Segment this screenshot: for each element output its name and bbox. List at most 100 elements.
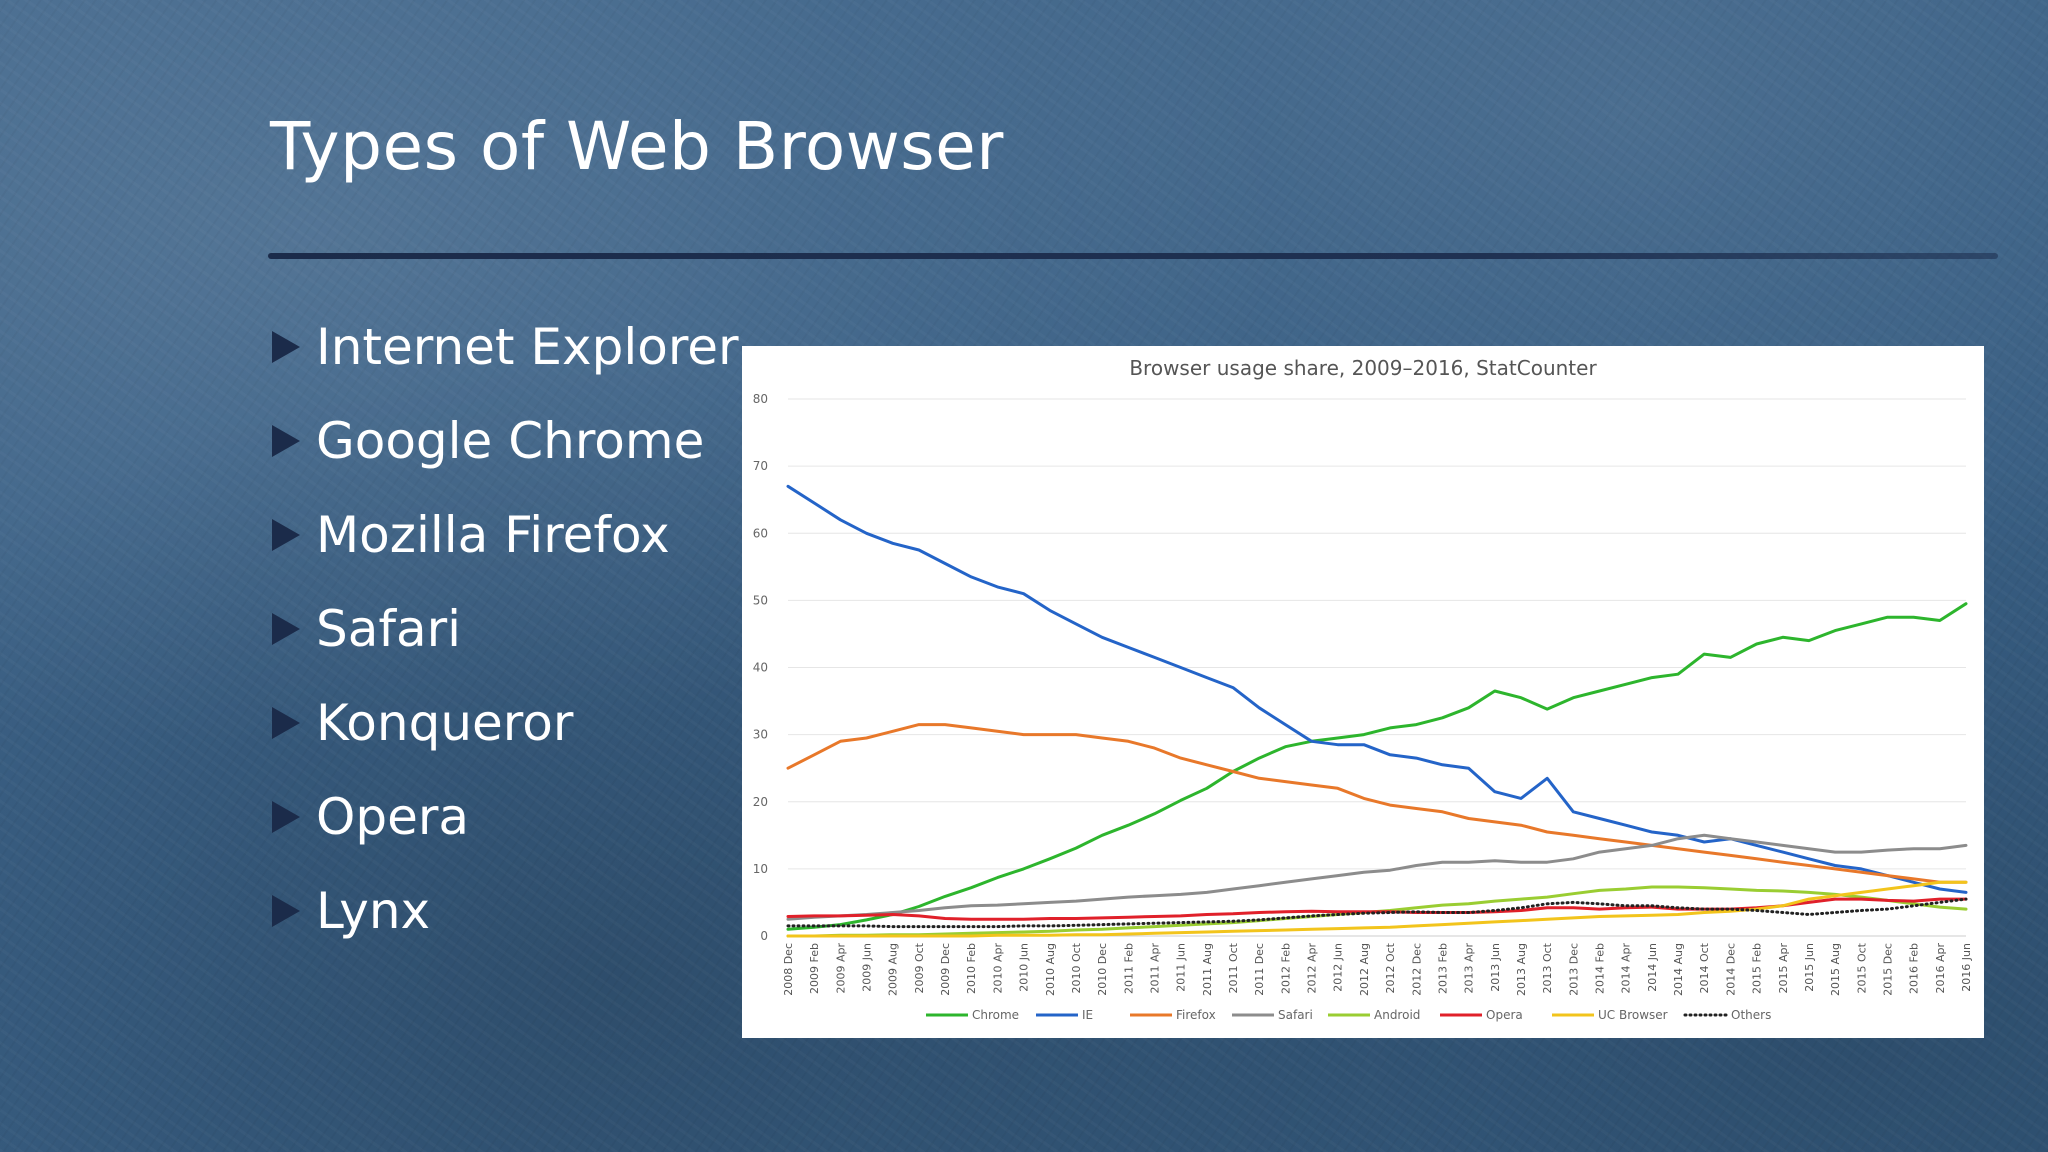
bullet-text: Konqueror [316,694,574,752]
x-tick-label: 2015 Apr [1777,943,1790,994]
x-tick-label: 2011 Aug [1201,943,1214,996]
x-tick-label: 2014 Dec [1724,943,1737,996]
triangle-bullet-icon [272,613,300,645]
x-tick-label: 2009 Dec [939,943,952,996]
x-tick-label: 2010 Dec [1096,943,1109,996]
legend-label: Firefox [1176,1008,1216,1022]
browser-share-chart: Browser usage share, 2009–2016, StatCoun… [742,346,1984,1038]
x-tick-label: 2013 Feb [1436,943,1449,994]
bullet-text: Opera [316,788,470,846]
x-tick-label: 2009 Feb [808,943,821,994]
x-tick-label: 2009 Aug [887,943,900,996]
chart-title: Browser usage share, 2009–2016, StatCoun… [1129,356,1597,380]
series-line-uc-browser [786,880,1968,938]
series-lines [786,484,1968,938]
y-tick-label: 0 [760,929,768,943]
bullet-item: Google Chrome [272,394,739,488]
legend-label: Android [1374,1008,1420,1022]
gridlines [788,398,1966,937]
x-tick-label: 2016 Apr [1934,943,1947,994]
x-tick-label: 2012 Oct [1384,942,1397,993]
x-tick-label: 2013 Apr [1463,943,1476,994]
bullet-list: Internet Explorer Google Chrome Mozilla … [272,300,739,958]
x-tick-label: 2009 Jun [861,943,874,992]
x-tick-label: 2013 Oct [1541,942,1554,993]
triangle-bullet-icon [272,801,300,833]
series-line-firefox [786,723,1968,884]
x-tick-label: 2010 Feb [965,943,978,994]
x-tick-label: 2015 Dec [1881,943,1894,996]
y-tick-label: 20 [753,795,768,809]
y-tick-label: 10 [753,862,768,876]
bullet-text: Mozilla Firefox [316,506,670,564]
legend-label: Opera [1486,1008,1523,1022]
x-tick-label: 2014 Aug [1672,943,1685,996]
bullet-item: Konqueror [272,676,739,770]
y-tick-label: 40 [753,661,768,675]
x-tick-label: 2014 Feb [1594,943,1607,994]
x-tick-label: 2015 Feb [1751,943,1764,994]
x-tick-label: 2011 Dec [1253,943,1266,996]
series-line-safari [786,833,1968,921]
x-tick-label: 2013 Aug [1515,943,1528,996]
x-tick-label: 2015 Aug [1829,943,1842,996]
x-tick-label: 2015 Jun [1803,943,1816,992]
x-tick-label: 2012 Aug [1358,943,1371,996]
triangle-bullet-icon [272,425,300,457]
bullet-item: Safari [272,582,739,676]
x-tick-label: 2014 Oct [1698,942,1711,993]
y-tick-label: 80 [753,392,768,406]
x-tick-label: 2010 Aug [1044,943,1057,996]
legend-label: IE [1082,1008,1093,1022]
bullet-text: Lynx [316,882,431,940]
triangle-bullet-icon [272,331,300,363]
x-tick-label: 2016 Jun [1960,943,1973,992]
bullet-text: Safari [316,600,462,658]
legend-label: UC Browser [1598,1008,1668,1022]
line-chart-svg: Browser usage share, 2009–2016, StatCoun… [753,356,1973,1022]
x-tick-label: 2009 Apr [834,943,847,994]
bullet-text: Google Chrome [316,412,705,470]
series-line-ie [786,484,1968,894]
x-tick-label: 2012 Dec [1410,943,1423,996]
chart-legend: Chrome IE Firefox Safari Android Opera UC Brow… [926,1008,1771,1022]
y-tick-label: 30 [753,728,768,742]
bullet-item: Opera [272,770,739,864]
bullet-item: Mozilla Firefox [272,488,739,582]
slide-title: Types of Web Browser [270,108,1004,185]
title-divider [268,253,1998,259]
x-tick-label: 2013 Dec [1567,943,1580,996]
triangle-bullet-icon [272,519,300,551]
x-tick-label: 2008 Dec [782,943,795,996]
x-tick-label: 2011 Jun [1175,943,1188,992]
bullet-text: Internet Explorer [316,318,739,376]
triangle-bullet-icon [272,707,300,739]
y-tick-label: 50 [753,593,768,607]
triangle-bullet-icon [272,895,300,927]
x-tick-label: 2011 Apr [1148,943,1161,994]
x-tick-label: 2012 Jun [1332,943,1345,992]
bullet-item: Internet Explorer [272,300,739,394]
series-line-chrome [786,602,1968,931]
series-line-others [786,897,1968,929]
x-tick-label: 2013 Jun [1489,943,1502,992]
x-tick-label: 2011 Feb [1122,943,1135,994]
x-tick-label: 2012 Apr [1306,943,1319,994]
x-tick-label: 2014 Jun [1646,943,1659,992]
x-tick-label: 2016 Feb [1908,943,1921,994]
x-tick-label: 2010 Oct [1070,942,1083,993]
x-tick-label: 2009 Oct [913,942,926,993]
x-tick-label: 2010 Jun [1018,943,1031,992]
x-tick-label: 2011 Oct [1227,942,1240,993]
x-tick-label: 2014 Apr [1620,943,1633,994]
y-axis-ticks: 0 10 20 30 40 50 60 70 80 [753,392,768,943]
x-tick-label: 2012 Feb [1279,943,1292,994]
series-line-opera [786,897,1968,921]
y-tick-label: 70 [753,459,768,473]
bullet-item: Lynx [272,864,739,958]
legend-label: Chrome [972,1008,1019,1022]
legend-label: Safari [1278,1008,1313,1022]
x-tick-label: 2010 Apr [991,943,1004,994]
y-tick-label: 60 [753,526,768,540]
x-tick-label: 2015 Oct [1855,942,1868,993]
